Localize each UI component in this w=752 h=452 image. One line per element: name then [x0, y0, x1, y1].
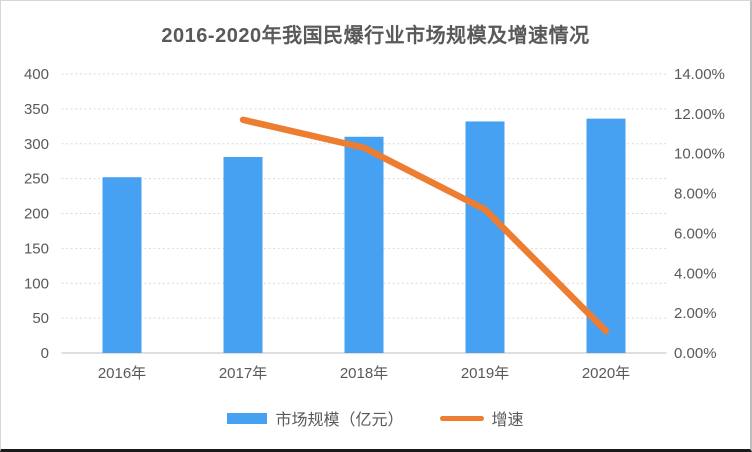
right-axis-tick-label: 0.00% — [674, 345, 717, 362]
x-axis-category-label: 2016年 — [98, 365, 146, 382]
left-axis-tick-label: 300 — [24, 136, 49, 153]
left-axis-tick-label: 0 — [41, 345, 49, 362]
legend-label-growth: 增速 — [491, 412, 524, 429]
left-axis-tick-label: 400 — [24, 66, 49, 83]
right-axis-tick-label: 12.00% — [674, 106, 725, 123]
bar — [102, 177, 142, 353]
x-axis-category-label: 2020年 — [582, 365, 630, 382]
x-axis-category-label: 2019年 — [461, 365, 509, 382]
x-axis-category-label: 2017年 — [219, 365, 267, 382]
right-axis-tick-label: 2.00% — [674, 305, 717, 322]
right-axis-tick-label: 10.00% — [674, 146, 725, 163]
right-axis-tick-label: 8.00% — [674, 186, 717, 203]
left-axis-tick-label: 250 — [24, 171, 49, 188]
chart-title: 2016-2020年我国民爆行业市场规模及增速情况 — [161, 25, 590, 47]
line-series-swatch-icon — [439, 415, 484, 421]
right-axis-tick-label: 4.00% — [674, 265, 717, 282]
left-axis-tick-label: 100 — [24, 275, 49, 292]
x-axis-category-label: 2018年 — [340, 365, 388, 382]
legend-item-growth: 增速 — [439, 406, 524, 430]
bar — [465, 121, 505, 354]
legend-label-market-size: 市场规模（亿元） — [275, 412, 404, 429]
legend: 市场规模（亿元） 增速 — [1, 406, 750, 430]
left-axis-tick-label: 200 — [24, 206, 49, 223]
left-axis-tick-label: 50 — [32, 310, 49, 327]
legend-item-market-size: 市场规模（亿元） — [227, 406, 404, 430]
right-axis-tick-label: 14.00% — [674, 66, 725, 83]
bar — [344, 136, 384, 353]
left-axis-tick-label: 150 — [24, 240, 49, 257]
growth-line — [239, 116, 610, 335]
bar — [223, 157, 263, 353]
bar-series-swatch-icon — [227, 412, 268, 424]
left-axis-tick-label: 350 — [24, 101, 49, 118]
right-axis-tick-label: 6.00% — [674, 225, 717, 242]
